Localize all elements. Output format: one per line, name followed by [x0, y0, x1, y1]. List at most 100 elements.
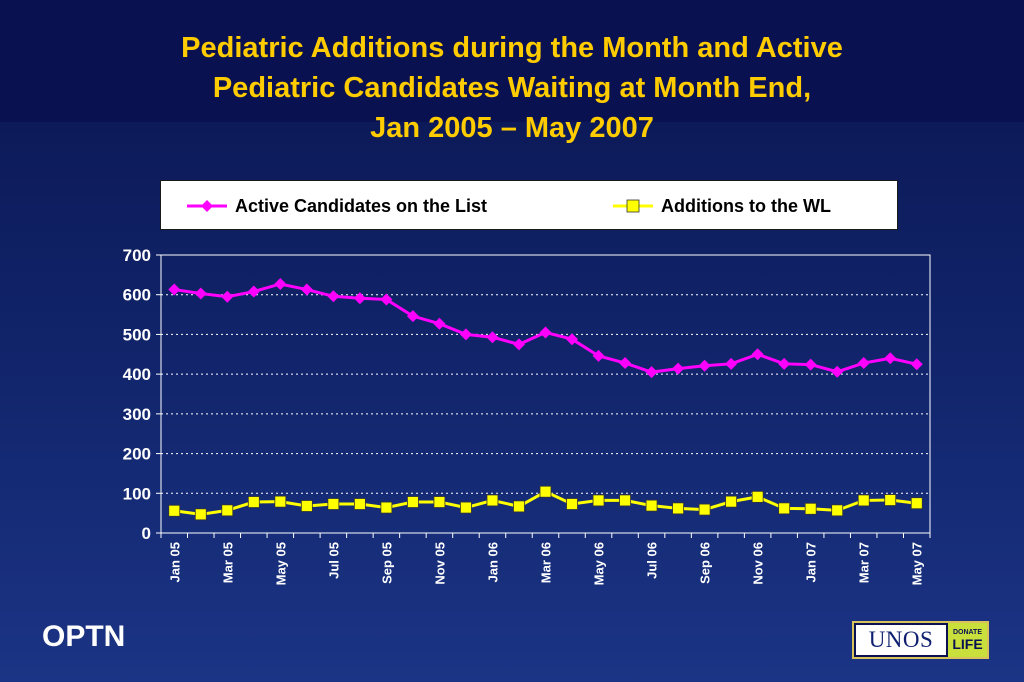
y-tick-label: 700	[123, 246, 151, 265]
data-point-additions	[592, 494, 605, 507]
x-tick-label: Nov 06	[751, 542, 766, 585]
data-point-active	[512, 338, 525, 351]
x-tick-label: May 06	[592, 542, 607, 585]
data-point-additions	[751, 490, 764, 503]
data-point-additions	[645, 499, 658, 512]
data-point-additions	[460, 501, 472, 514]
data-point-additions	[672, 502, 684, 515]
data-point-additions	[831, 504, 844, 517]
x-tick-label: Nov 05	[432, 542, 447, 585]
legend-item-active: Active Candidates on the List	[185, 195, 487, 217]
data-point-additions	[857, 494, 870, 507]
data-point-additions	[194, 508, 207, 521]
data-point-active	[168, 283, 181, 296]
data-point-additions	[274, 495, 287, 508]
data-point-active	[327, 290, 340, 303]
legend-item-additions: Additions to the WL	[611, 195, 831, 217]
data-point-active	[592, 349, 605, 362]
x-tick-label: Sep 05	[379, 542, 394, 584]
legend-label-additions: Additions to the WL	[661, 195, 831, 216]
x-tick-label: Jan 06	[485, 542, 500, 582]
data-point-additions	[566, 498, 578, 510]
data-point-additions	[698, 503, 711, 516]
data-point-active	[672, 362, 685, 375]
x-tick-label: Mar 06	[539, 542, 554, 583]
data-point-additions	[486, 494, 499, 507]
data-point-active	[751, 348, 764, 361]
x-tick-label: Jan 05	[167, 542, 182, 582]
data-point-active	[884, 352, 897, 365]
chart-legend: Active Candidates on the List Additions …	[160, 180, 898, 230]
data-point-active	[433, 317, 446, 330]
plot-area	[160, 254, 931, 534]
data-point-active	[645, 366, 658, 379]
diamond-marker-icon	[187, 200, 227, 212]
x-tick-label: May 05	[273, 542, 288, 585]
data-point-active	[459, 328, 472, 341]
data-point-active	[566, 333, 579, 346]
data-point-additions	[247, 496, 260, 508]
data-point-additions	[327, 498, 340, 510]
data-point-additions	[910, 497, 923, 510]
life-text: LIFE	[952, 636, 983, 652]
x-tick-label: Jul 06	[645, 542, 660, 579]
data-point-active	[698, 359, 711, 372]
x-tick-label: Jul 05	[326, 542, 341, 579]
data-point-additions	[513, 500, 525, 513]
data-point-active	[539, 326, 552, 339]
data-point-active	[380, 293, 393, 306]
data-point-active	[725, 357, 738, 370]
y-tick-label: 600	[123, 286, 151, 305]
data-point-additions	[778, 502, 791, 515]
x-tick-label: Jan 07	[804, 542, 819, 582]
title-line-2: Pediatric Candidates Waiting at Month En…	[212, 72, 812, 104]
x-tick-label: Sep 06	[698, 542, 713, 584]
legend-label-active: Active Candidates on the List	[235, 195, 488, 216]
x-tick-label: Mar 07	[857, 542, 872, 583]
data-point-additions	[380, 501, 393, 514]
data-point-active	[274, 277, 287, 290]
data-point-active	[300, 283, 313, 296]
slide-title: Pediatric Additions during the Month and…	[0, 28, 1024, 148]
y-tick-label: 0	[142, 524, 151, 543]
data-point-active	[804, 358, 817, 371]
donate-text: DONATE	[952, 629, 983, 636]
data-point-active	[406, 310, 419, 323]
data-point-additions	[300, 500, 313, 512]
donate-life-badge: DONATE LIFE	[948, 623, 987, 657]
square-marker-icon	[613, 199, 653, 213]
data-point-additions	[168, 504, 181, 517]
title-band	[0, 0, 1024, 122]
data-point-active	[831, 365, 844, 378]
y-tick-label: 300	[123, 405, 151, 424]
data-point-active	[194, 287, 207, 300]
data-point-additions	[884, 494, 897, 506]
data-point-active	[857, 357, 870, 370]
title-line-1: Pediatric Additions during the Month and…	[181, 32, 843, 64]
y-tick-label: 200	[123, 445, 151, 464]
x-tick-label: Mar 05	[220, 542, 235, 583]
data-point-additions	[619, 494, 631, 507]
data-point-active	[778, 357, 791, 370]
data-point-additions	[804, 502, 817, 515]
data-point-additions	[539, 485, 552, 498]
title-line-3: Jan 2005 – May 2007	[370, 112, 654, 144]
data-point-active	[247, 285, 260, 298]
y-tick-label: 500	[123, 325, 151, 344]
y-tick-label: 400	[123, 365, 151, 384]
x-tick-label: May 07	[910, 542, 925, 585]
optn-label: OPTN	[42, 620, 126, 653]
data-point-additions	[407, 496, 419, 508]
unos-donate-life-logo: UNOS DONATE LIFE	[852, 621, 989, 659]
y-tick-label: 100	[123, 484, 151, 503]
data-point-active	[353, 292, 366, 305]
data-point-active	[619, 357, 632, 370]
data-point-additions	[221, 504, 234, 517]
data-point-additions	[353, 498, 366, 510]
unos-logo-text: UNOS	[854, 623, 948, 657]
data-point-additions	[725, 495, 738, 508]
data-point-active	[910, 358, 923, 371]
data-point-active	[486, 331, 499, 344]
data-point-additions	[433, 496, 446, 508]
